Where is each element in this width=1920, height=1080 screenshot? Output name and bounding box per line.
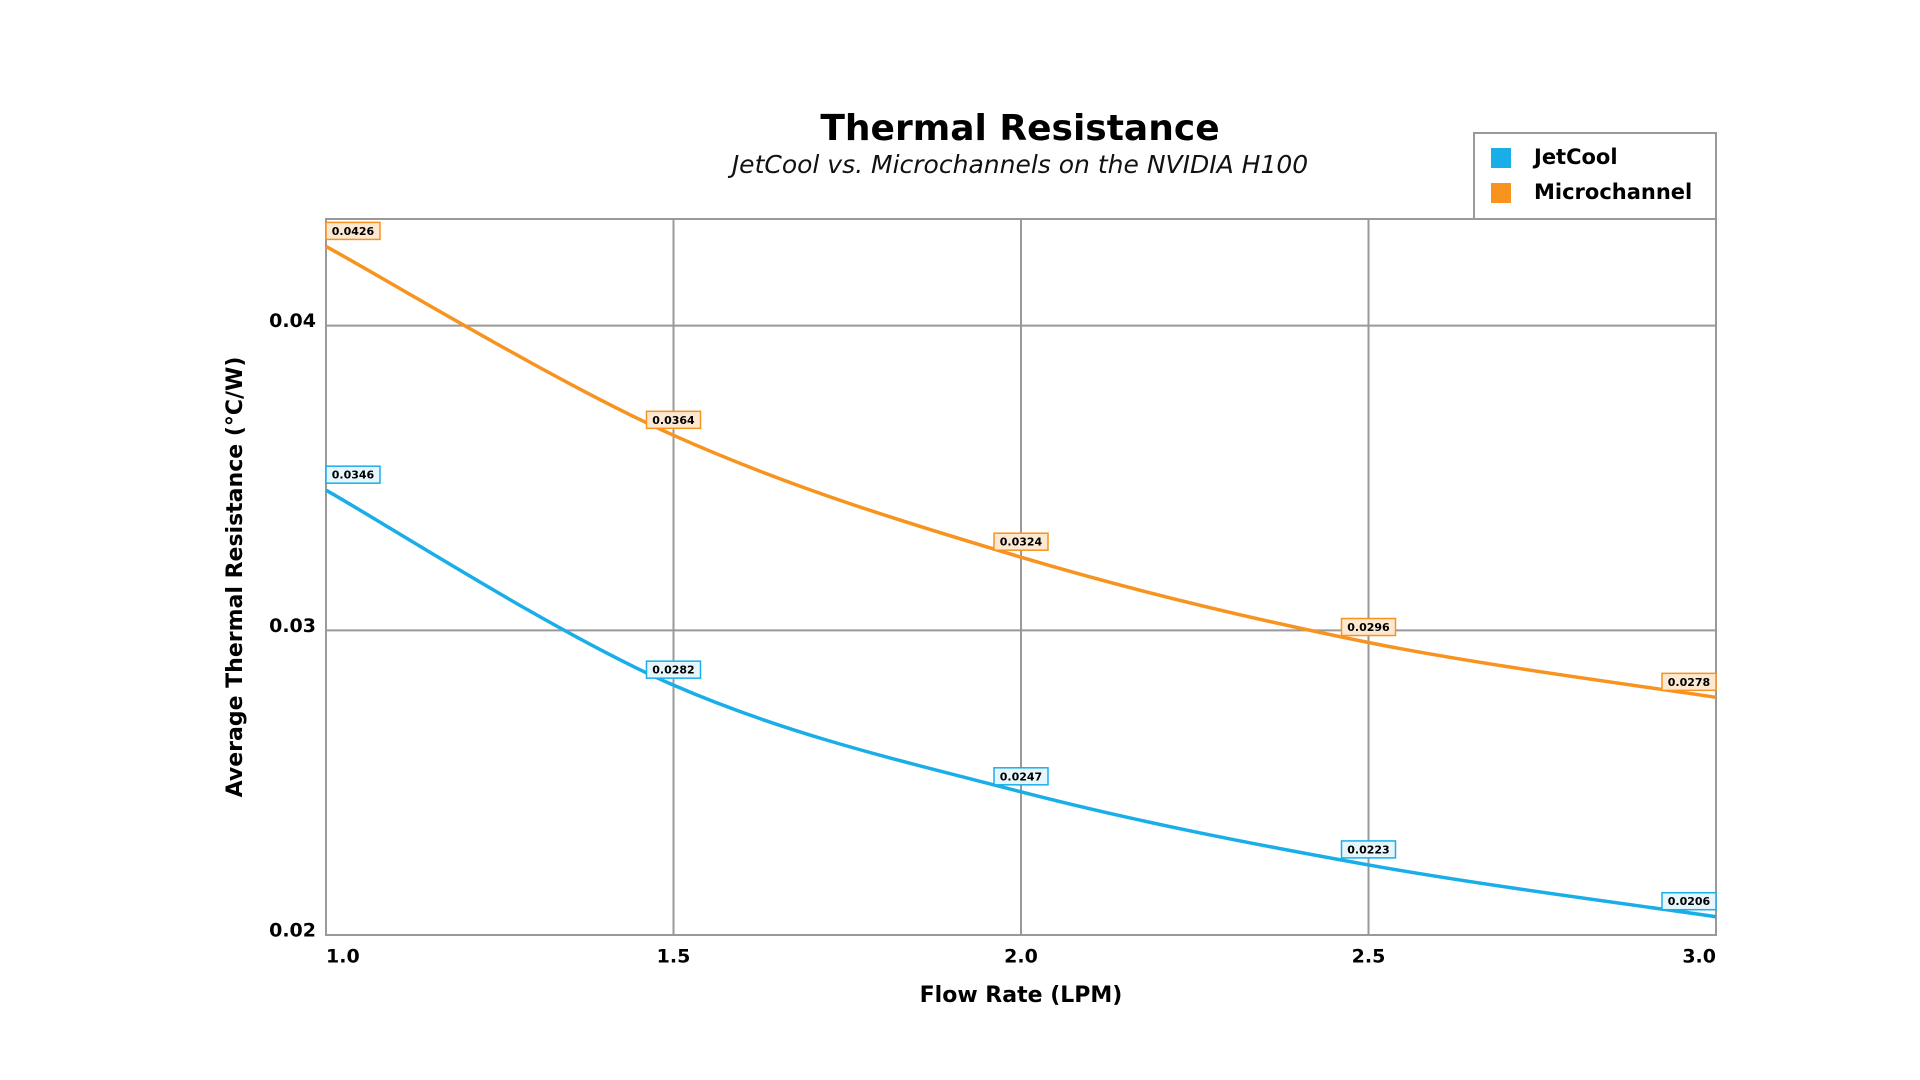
x-tick-label: 1.0 <box>326 946 360 968</box>
chart-subtitle: JetCool vs. Microchannels on the NVIDIA … <box>727 150 1308 179</box>
y-tick-label: 0.03 <box>269 615 316 637</box>
series-line <box>325 244 1717 700</box>
y-axis-label: Average Thermal Resistance (°C/W) <box>223 357 248 798</box>
value-label-box <box>993 767 1049 786</box>
series-line <box>325 488 1717 919</box>
value-label-box <box>1661 672 1717 692</box>
value-label: 0.0247 <box>1000 770 1042 783</box>
legend-swatch <box>1491 148 1511 168</box>
value-label-box <box>993 532 1049 551</box>
x-tick-label: 3.0 <box>1682 946 1716 968</box>
y-tick-label: 0.02 <box>269 920 316 942</box>
value-label-box <box>325 465 381 484</box>
value-label-box <box>1340 617 1397 637</box>
value-label: 0.0223 <box>1347 843 1389 856</box>
legend-swatch <box>1491 183 1511 203</box>
chart-title: Thermal Resistance <box>820 108 1219 149</box>
value-label: 0.0206 <box>1668 895 1711 908</box>
x-tick-label: 2.0 <box>1004 946 1038 968</box>
value-label-box <box>645 410 702 430</box>
x-axis-label: Flow Rate (LPM) <box>920 983 1123 1008</box>
value-label: 0.0278 <box>1668 676 1710 689</box>
value-label-box <box>1340 840 1397 859</box>
value-label: 0.0282 <box>652 664 694 677</box>
value-label-box <box>645 660 702 679</box>
x-tick-label: 2.5 <box>1352 946 1386 968</box>
value-label: 0.0296 <box>1347 621 1390 634</box>
x-tick-label: 1.5 <box>657 946 691 968</box>
legend-label: JetCool <box>1532 145 1618 169</box>
legend-label: Microchannel <box>1534 180 1692 204</box>
legend-box <box>1473 132 1717 220</box>
value-label: 0.0324 <box>1000 536 1043 549</box>
value-label: 0.0346 <box>332 469 375 482</box>
plot-frame <box>325 218 1717 936</box>
y-tick-label: 0.04 <box>269 310 316 332</box>
value-label: 0.0426 <box>332 225 375 238</box>
value-label-box <box>1661 891 1717 911</box>
value-label: 0.0364 <box>652 414 695 427</box>
value-label-box <box>325 221 381 241</box>
